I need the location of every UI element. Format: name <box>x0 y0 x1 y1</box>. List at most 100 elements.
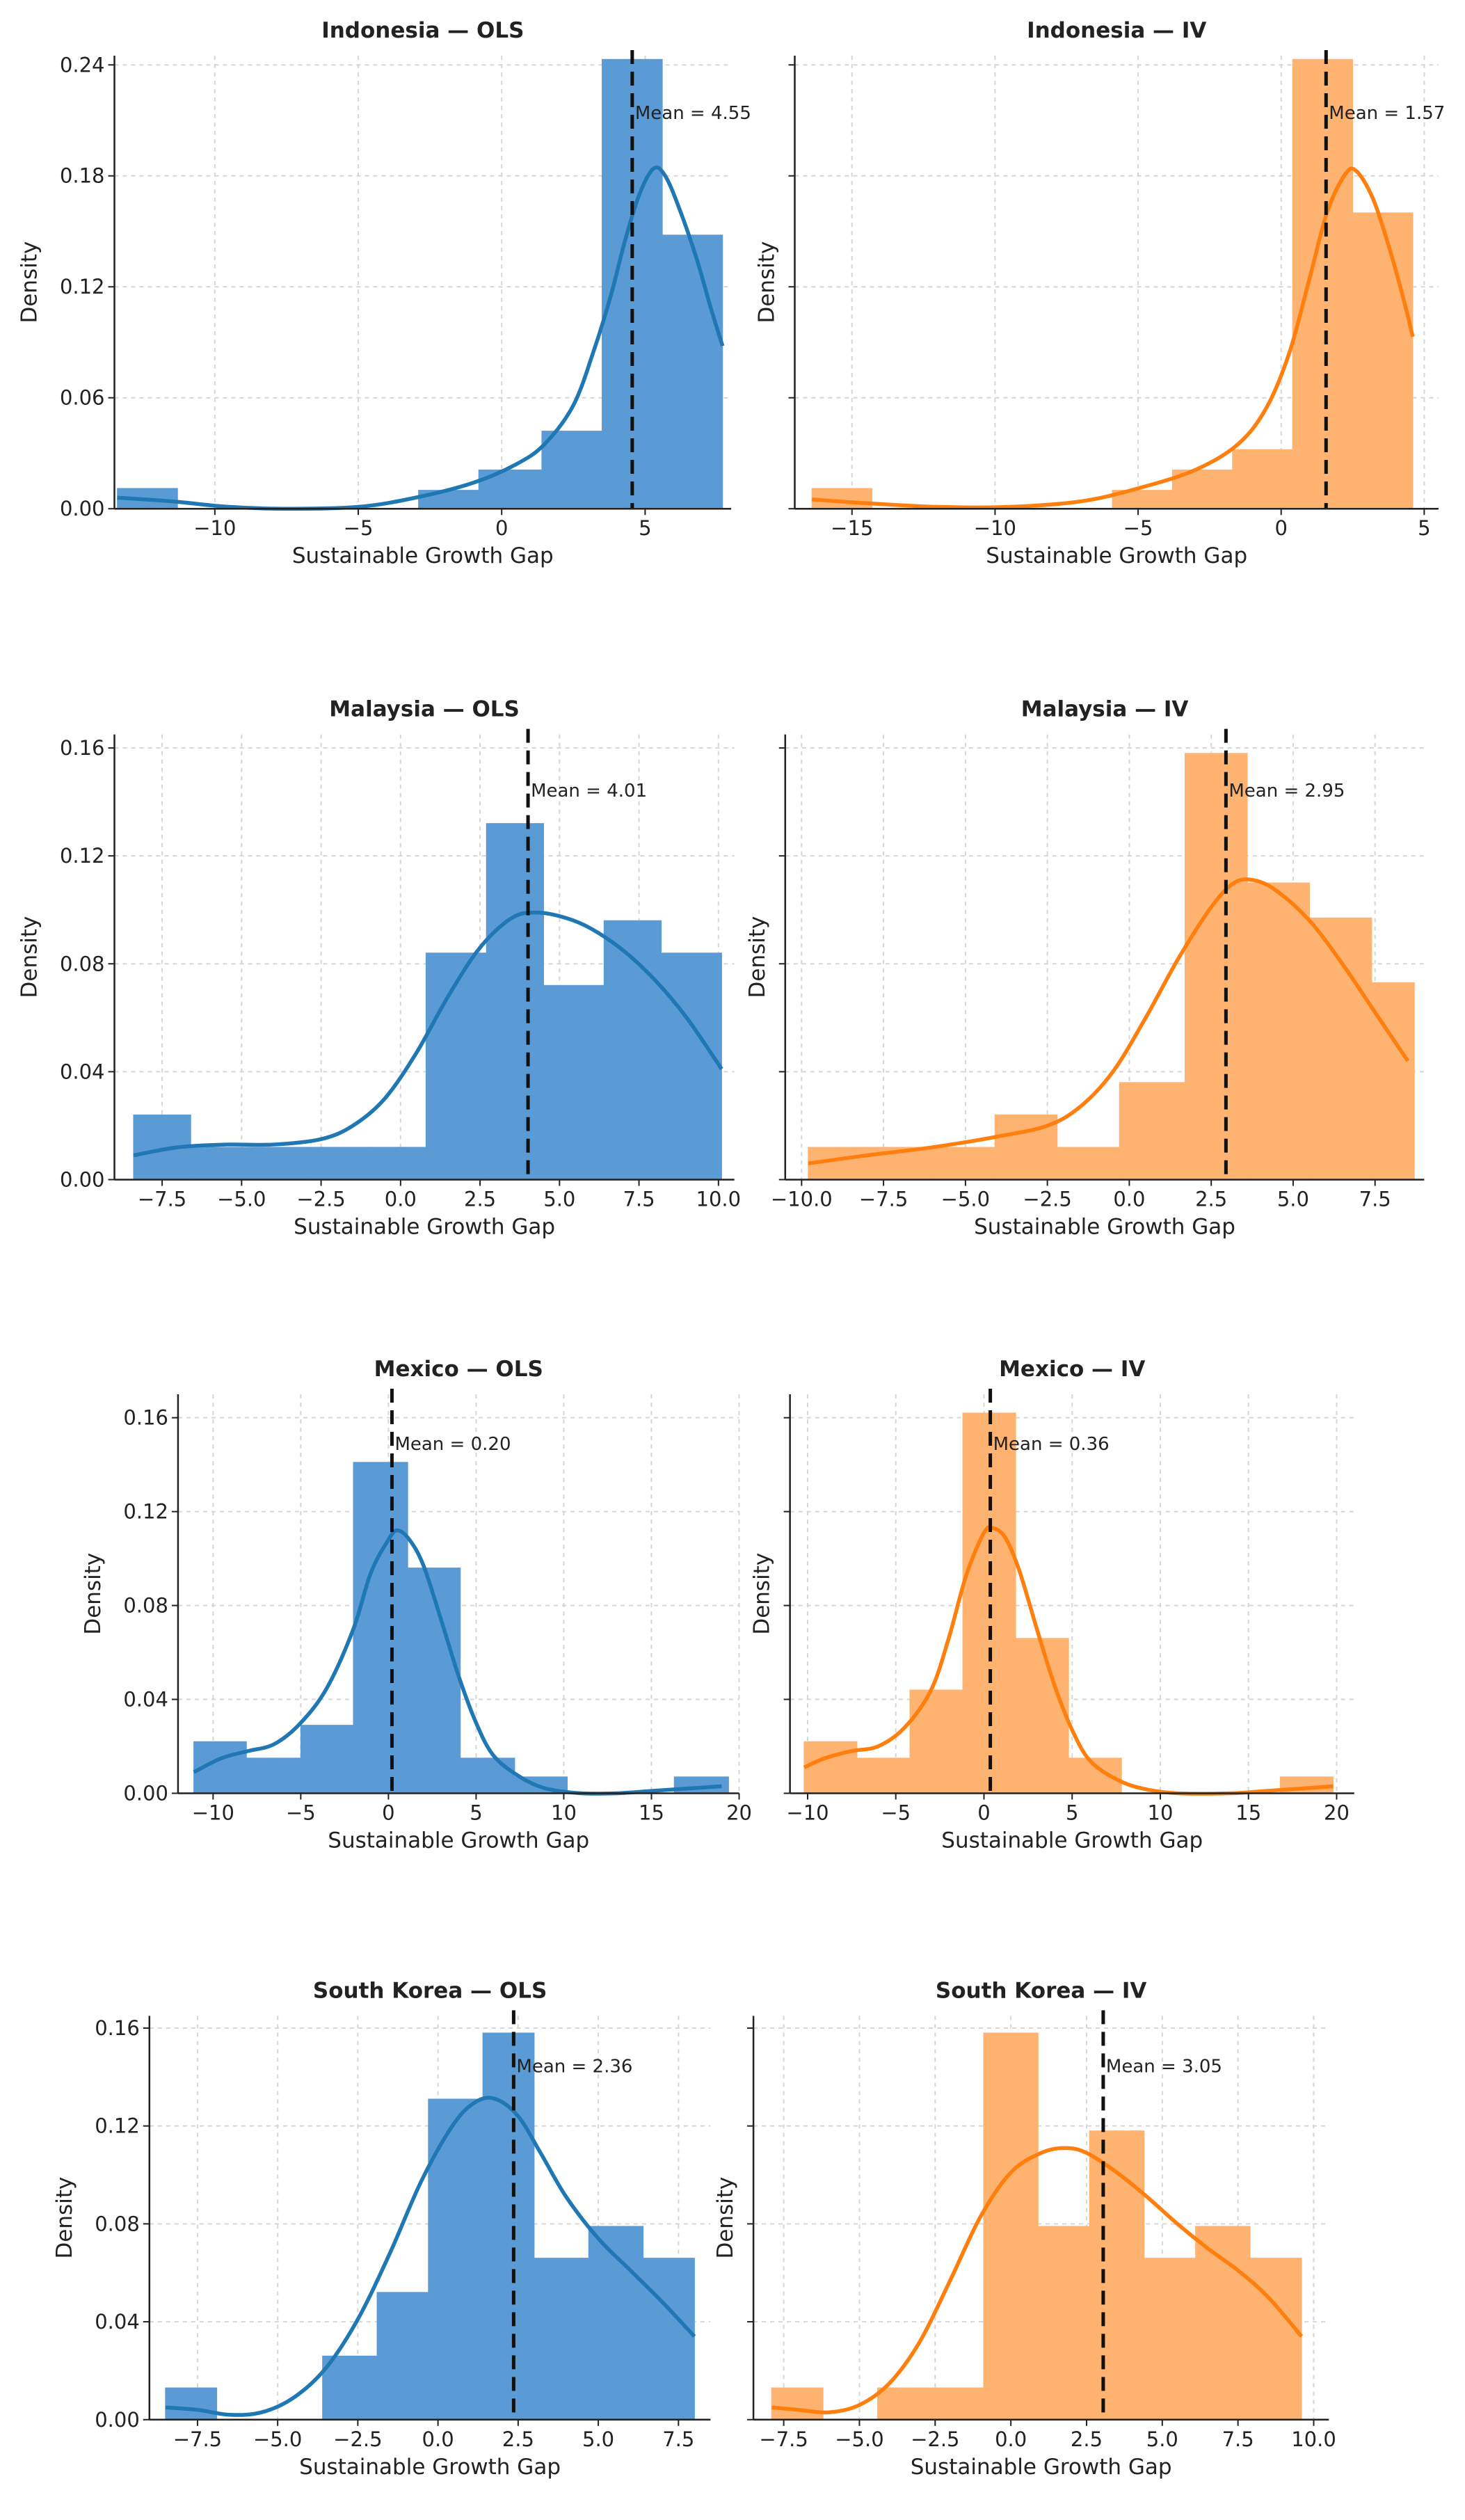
y-tick-label: 0.04 <box>123 1688 168 1712</box>
mean-label: Mean = 2.95 <box>1228 781 1345 802</box>
histogram-bar <box>300 1725 354 1794</box>
x-tick-label: 2.5 <box>502 2427 534 2451</box>
x-tick-label: 0 <box>977 1801 990 1824</box>
x-tick-label: 0.0 <box>385 1187 417 1211</box>
x-tick-label: −15 <box>831 516 873 540</box>
histogram-bar <box>983 2032 1039 2421</box>
chart-title: Mexico — IV <box>999 1357 1145 1382</box>
histogram-bar <box>322 2355 378 2421</box>
x-tick-label: −2.5 <box>911 2427 959 2451</box>
x-tick-label: 0 <box>382 1801 394 1824</box>
histogram-bar <box>428 2098 483 2421</box>
histogram-bar <box>661 952 722 1180</box>
panel-6: Mean = 0.36 −10 −5 0 5 10 15 20 Sustainable Grow… <box>750 1357 1354 1853</box>
histogram-bar <box>165 2387 218 2421</box>
histogram-bar <box>1371 982 1415 1180</box>
histogram-bar <box>643 2258 695 2421</box>
y-tick-label: 0.08 <box>95 2212 140 2235</box>
histogram-bar <box>1232 449 1293 509</box>
x-tick-label: 15 <box>1235 1801 1261 1824</box>
y-axis-label: Density <box>81 1553 106 1635</box>
x-tick-label: −10 <box>193 516 236 540</box>
x-tick-label: −5 <box>1123 516 1153 540</box>
kde-curve <box>771 2146 1304 2415</box>
x-axis-label: Sustainable Growth Gap <box>986 543 1247 568</box>
histogram-bar <box>1308 917 1372 1180</box>
histogram-bar <box>418 490 479 509</box>
x-tick-label: −5 <box>286 1801 316 1824</box>
kde-curve <box>133 910 723 1158</box>
histogram-bar <box>1292 58 1354 509</box>
x-tick-label: 5.0 <box>543 1187 575 1211</box>
chart-title: South Korea — OLS <box>313 1978 547 2003</box>
x-tick-label: −5.0 <box>217 1187 266 1211</box>
x-tick-label: 15 <box>639 1801 664 1824</box>
mean-label: Mean = 3.05 <box>1106 2057 1222 2078</box>
x-tick-label: −7.5 <box>173 2427 222 2451</box>
mean-label: Mean = 4.55 <box>635 103 751 124</box>
x-axis-label: Sustainable Growth Gap <box>941 1828 1203 1853</box>
y-tick-label: 0.12 <box>60 275 105 298</box>
x-tick-label: 2.5 <box>1071 2427 1103 2451</box>
panel-4: Mean = 2.95 −10.0 −7.5 −5.0 −2.5 0.0 2.5 5.0 7.5… <box>745 697 1425 1239</box>
y-tick-label: 0.16 <box>123 1406 168 1430</box>
histogram-bar <box>368 1147 426 1180</box>
histogram-bar <box>460 1757 515 1794</box>
mean-label: Mean = 4.01 <box>531 781 647 802</box>
y-tick-label: 0.04 <box>95 2310 140 2334</box>
chart-title: Indonesia — OLS <box>321 18 524 43</box>
x-tick-label: 2.5 <box>1195 1187 1227 1211</box>
x-tick-label: 0.0 <box>995 2427 1027 2451</box>
y-tick-label: 0.24 <box>60 53 105 77</box>
x-tick-label: −7.5 <box>759 2427 808 2451</box>
x-axis-label: Sustainable Growth Gap <box>294 1214 555 1239</box>
x-tick-label: −5.0 <box>253 2427 302 2451</box>
x-tick-label: 5 <box>470 1801 482 1824</box>
panel-7: Mean = 2.36 −7.5 −5.0 −2.5 0.0 2.5 5.0 7.5 0.00 0… <box>52 1978 711 2480</box>
y-axis-label: Density <box>745 916 770 998</box>
kde-curve <box>808 877 1410 1165</box>
y-tick-label: 0.18 <box>60 164 105 188</box>
histogram-bar <box>190 1147 252 1180</box>
histogram-bar <box>662 234 723 509</box>
x-tick-label: 7.5 <box>623 1187 655 1211</box>
chart-title: Mexico — OLS <box>374 1357 543 1382</box>
histogram-bar <box>246 1757 301 1794</box>
chart-title: Malaysia — OLS <box>329 697 520 722</box>
histogram-bar <box>1119 1082 1185 1180</box>
x-tick-label: −5 <box>344 516 374 540</box>
x-tick-label: 2.5 <box>464 1187 496 1211</box>
x-tick-label: 0.0 <box>1113 1187 1145 1211</box>
x-tick-label: 5 <box>639 516 651 540</box>
x-tick-label: −2.5 <box>333 2427 382 2451</box>
x-axis-label: Sustainable Growth Gap <box>328 1828 589 1853</box>
x-tick-label: 5 <box>1418 516 1430 540</box>
y-tick-label: 0.00 <box>95 2408 140 2432</box>
histogram-bar <box>541 431 603 509</box>
histogram-bar <box>376 2292 429 2421</box>
y-tick-label: 0.12 <box>60 844 105 868</box>
chart-title: Indonesia — IV <box>1027 18 1206 43</box>
y-tick-label: 0.08 <box>123 1594 168 1618</box>
y-tick-label: 0.16 <box>95 2016 140 2040</box>
histogram-bar <box>1057 1147 1120 1180</box>
x-axis-label: Sustainable Growth Gap <box>299 2455 561 2480</box>
y-axis-label: Density <box>750 1553 775 1635</box>
y-axis-label: Density <box>713 2177 738 2259</box>
x-tick-label: −10.0 <box>771 1187 833 1211</box>
histogram-bar <box>1144 2258 1196 2421</box>
mean-label: Mean = 0.36 <box>993 1434 1110 1455</box>
panel-3: Mean = 4.01 −7.5 −5.0 −2.5 0.0 2.5 5.0 7.5 10.0 0… <box>17 697 742 1240</box>
y-tick-label: 0.08 <box>60 952 105 975</box>
histogram-bar <box>1195 2226 1251 2421</box>
histogram-bar <box>250 1147 309 1180</box>
y-tick-label: 0.04 <box>60 1060 105 1083</box>
histogram-bar <box>877 2387 933 2421</box>
histogram-bar <box>1015 1638 1069 1794</box>
x-axis-label: Sustainable Growth Gap <box>974 1214 1235 1239</box>
histogram-bar <box>909 1689 963 1794</box>
histogram-bar <box>1184 753 1248 1180</box>
histogram-bar <box>1089 2130 1145 2421</box>
x-tick-label: −5.0 <box>835 2427 883 2451</box>
